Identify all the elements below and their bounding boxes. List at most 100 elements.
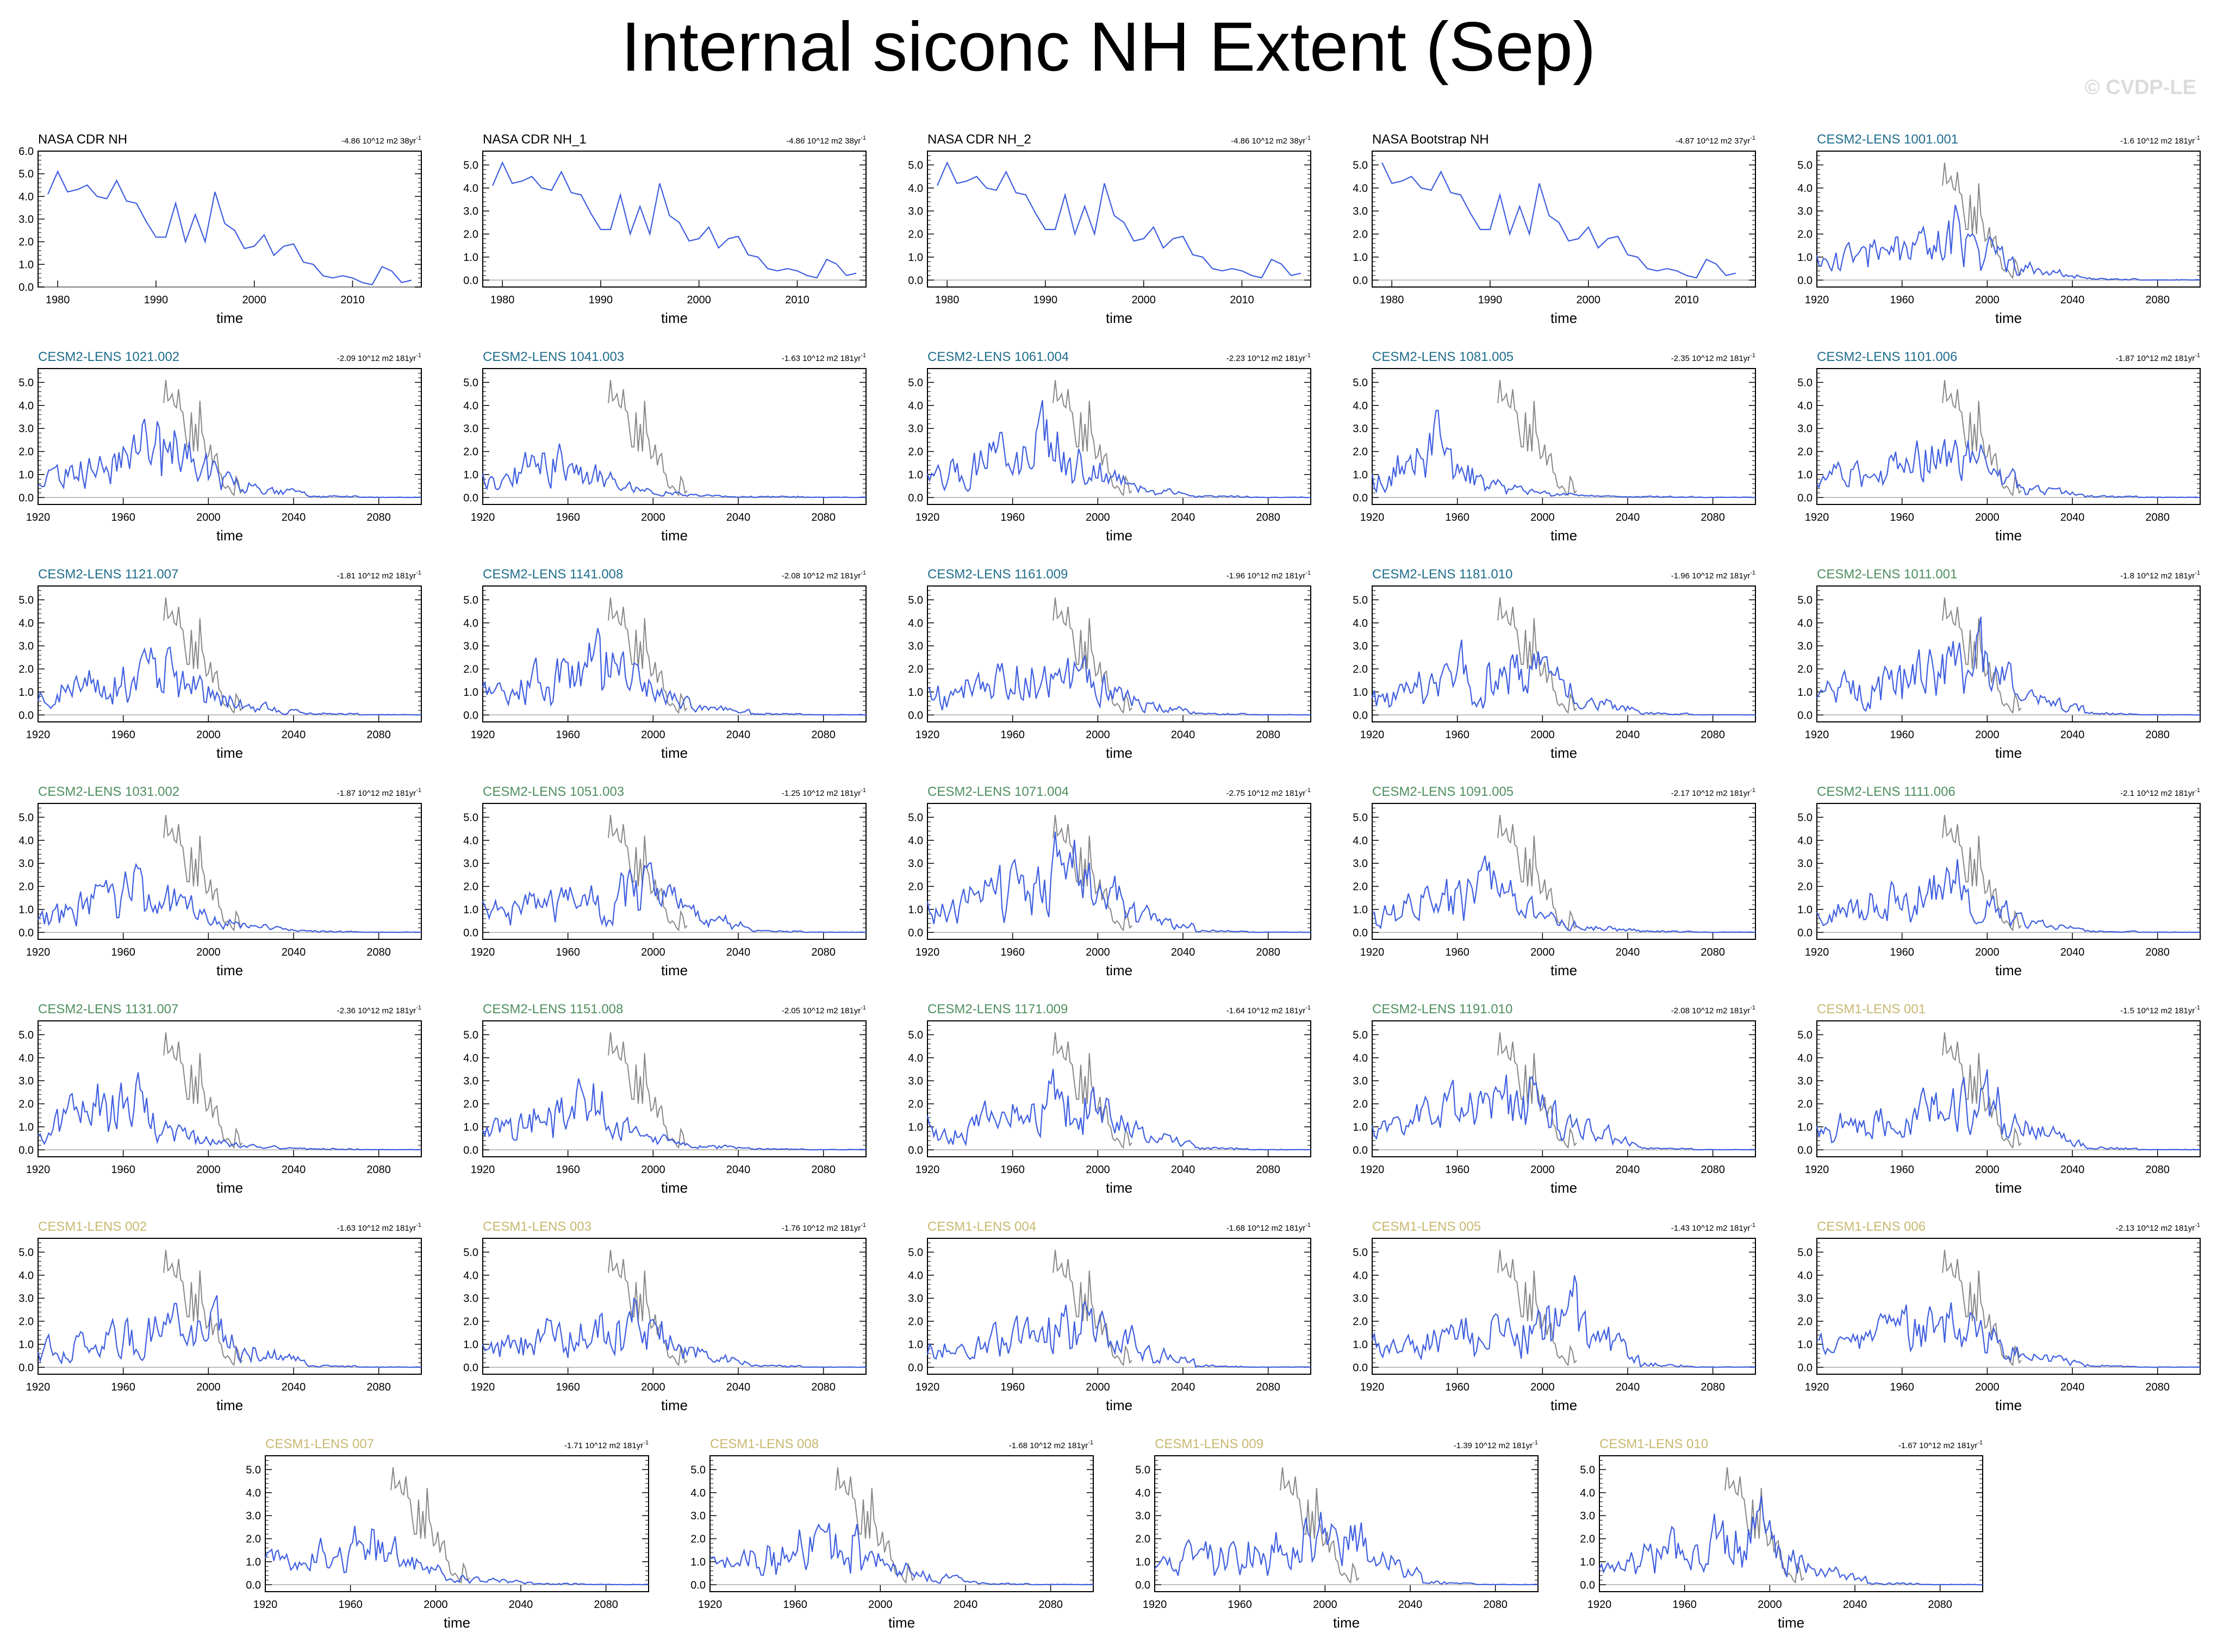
x-tick-label: 2040 — [1843, 1599, 1867, 1611]
trend-exponent: -1 — [416, 135, 421, 141]
trend-value: -1.25 10^12 m2 181yr — [782, 789, 861, 798]
y-tick-label: 1.0 — [18, 1121, 34, 1133]
y-tick-label: 2.0 — [463, 1316, 478, 1328]
y-tick-label: 0.0 — [246, 1579, 261, 1591]
y-tick-label: 4.0 — [1353, 1052, 1368, 1064]
x-tick-label: 1960 — [111, 1164, 135, 1176]
trend-value: -4.86 10^12 m2 38yr — [786, 136, 861, 146]
trend-exponent: -1 — [1305, 135, 1311, 141]
y-tick-label: 2.0 — [1353, 664, 1368, 676]
y-tick-label: 1.0 — [908, 1339, 923, 1351]
x-tick-label: 1960 — [1000, 1381, 1025, 1393]
x-axis-label: time — [1995, 962, 2022, 978]
y-tick-label: 3.0 — [18, 1293, 34, 1305]
trend-label: -1.87 10^12 m2 181yr-1 — [337, 787, 421, 798]
x-tick-label: 2080 — [1701, 946, 1725, 958]
x-tick-label: 2080 — [1256, 729, 1280, 741]
x-tick-label: 1980 — [46, 294, 70, 306]
y-tick-label: 5.0 — [1797, 594, 1813, 606]
x-tick-label: 2080 — [1701, 512, 1725, 523]
y-tick-label: 2.0 — [1797, 1316, 1813, 1328]
panel-subtitle: CESM2-LENS 1001.001 — [1817, 132, 1958, 147]
obs-overlay-line — [1942, 380, 2022, 497]
panel-subtitle: CESM2-LENS 1061.004 — [927, 350, 1069, 364]
obs-overlay-line — [1942, 1250, 2022, 1367]
panel-subtitle: CESM1-LENS 010 — [1599, 1437, 1708, 1451]
trend-exponent: -1 — [861, 135, 866, 141]
x-tick-label: 2000 — [1131, 294, 1156, 306]
plot-frame — [1154, 1455, 1539, 1592]
y-tick-label: 1.0 — [1135, 1556, 1150, 1568]
x-tick-label: 2040 — [1171, 1164, 1195, 1176]
x-tick-label: 2040 — [282, 512, 306, 523]
x-axis-label: time — [1106, 310, 1132, 326]
x-tick-label: 1920 — [26, 1164, 51, 1176]
x-tick-label: 2000 — [1975, 729, 2000, 741]
series-line — [937, 161, 1301, 279]
y-tick-label: 1.0 — [18, 469, 34, 481]
x-tick-label: 1920 — [1360, 729, 1385, 741]
trend-label: -1.63 10^12 m2 181yr-1 — [782, 352, 866, 363]
plot-frame — [482, 1020, 867, 1157]
x-axis-label: time — [1106, 527, 1132, 544]
x-tick-label: 1960 — [1228, 1599, 1252, 1611]
panel: CESM1-LENS 002 -1.63 10^12 m2 181yr-1 0.0 1… — [18, 1219, 422, 1413]
y-tick-label: 1.0 — [463, 252, 478, 264]
x-axis-label: time — [216, 1180, 243, 1196]
x-tick-label: 2080 — [594, 1599, 618, 1611]
panel: NASA CDR NH_1 -4.86 10^12 m2 38yr-1 0.0 1.0… — [463, 132, 867, 326]
panel-subtitle: CESM2-LENS 1051.003 — [483, 784, 624, 799]
obs-overlay-line — [608, 815, 688, 932]
panel-subtitle: CESM2-LENS 1081.005 — [1372, 350, 1514, 364]
x-tick-label: 2040 — [1171, 946, 1195, 958]
series-line — [1371, 1275, 1756, 1368]
panel-subtitle: NASA CDR NH_2 — [927, 132, 1031, 147]
trend-label: -1.67 10^12 m2 181yr-1 — [1898, 1439, 1983, 1450]
x-tick-label: 2040 — [282, 729, 306, 741]
y-tick-label: 5.0 — [463, 1246, 478, 1258]
x-tick-label: 2000 — [1975, 1164, 2000, 1176]
panel-subtitle: CESM1-LENS 007 — [265, 1437, 374, 1451]
plot-frame — [1372, 803, 1756, 940]
y-tick-label: 2.0 — [908, 1316, 923, 1328]
series-line — [47, 170, 412, 286]
obs-overlay-line — [1497, 1250, 1577, 1367]
trend-value: -1.43 10^12 m2 181yr — [1671, 1224, 1750, 1233]
x-axis-label: time — [216, 962, 243, 978]
trend-label: -1.81 10^12 m2 181yr-1 — [337, 570, 421, 581]
y-tick-label: 3.0 — [1353, 1293, 1368, 1305]
y-tick-label: 3.0 — [463, 423, 478, 435]
y-tick-label: 2.0 — [1353, 881, 1368, 893]
trend-value: -1.68 10^12 m2 181yr — [1009, 1441, 1088, 1450]
x-axis-label: time — [661, 310, 688, 326]
trend-exponent: -1 — [416, 570, 421, 576]
y-tick-label: 1.0 — [246, 1556, 261, 1568]
y-tick-label: 0.0 — [463, 709, 478, 721]
obs-overlay-line — [1942, 815, 2022, 932]
trend-exponent: -1 — [861, 787, 866, 794]
x-tick-label: 2080 — [811, 1164, 836, 1176]
y-tick-label: 3.0 — [1353, 1075, 1368, 1087]
x-tick-label: 1920 — [1805, 946, 1829, 958]
x-axis-label: time — [661, 1397, 688, 1413]
trend-label: -1.96 10^12 m2 181yr-1 — [1671, 570, 1755, 581]
y-tick-label: 2.0 — [18, 1099, 34, 1111]
series-line — [1816, 616, 2201, 716]
y-tick-label: 2.0 — [463, 229, 478, 241]
trend-value: -1.8 10^12 m2 181yr — [2120, 571, 2195, 581]
x-tick-label: 1920 — [471, 946, 495, 958]
y-tick-label: 3.0 — [1353, 423, 1368, 435]
trend-label: -2.23 10^12 m2 181yr-1 — [1226, 352, 1311, 363]
panel: CESM1-LENS 010 -1.67 10^12 m2 181yr-1 0.0 1… — [1580, 1437, 1983, 1631]
watermark: © CVDP-LE — [2084, 76, 2196, 99]
y-tick-label: 2.0 — [1797, 1099, 1813, 1111]
panel-subtitle: CESM1-LENS 001 — [1817, 1002, 1926, 1017]
x-axis-label: time — [444, 1614, 470, 1631]
y-tick-label: 5.0 — [18, 377, 34, 389]
x-axis-label: time — [216, 310, 243, 326]
trend-label: -1.68 10^12 m2 181yr-1 — [1009, 1439, 1093, 1450]
y-tick-label: 3.0 — [1353, 858, 1368, 870]
x-tick-label: 2040 — [282, 946, 306, 958]
x-tick-label: 2040 — [726, 729, 751, 741]
panel: CESM1-LENS 004 -1.68 10^12 m2 181yr-1 0.0 1… — [908, 1219, 1311, 1413]
